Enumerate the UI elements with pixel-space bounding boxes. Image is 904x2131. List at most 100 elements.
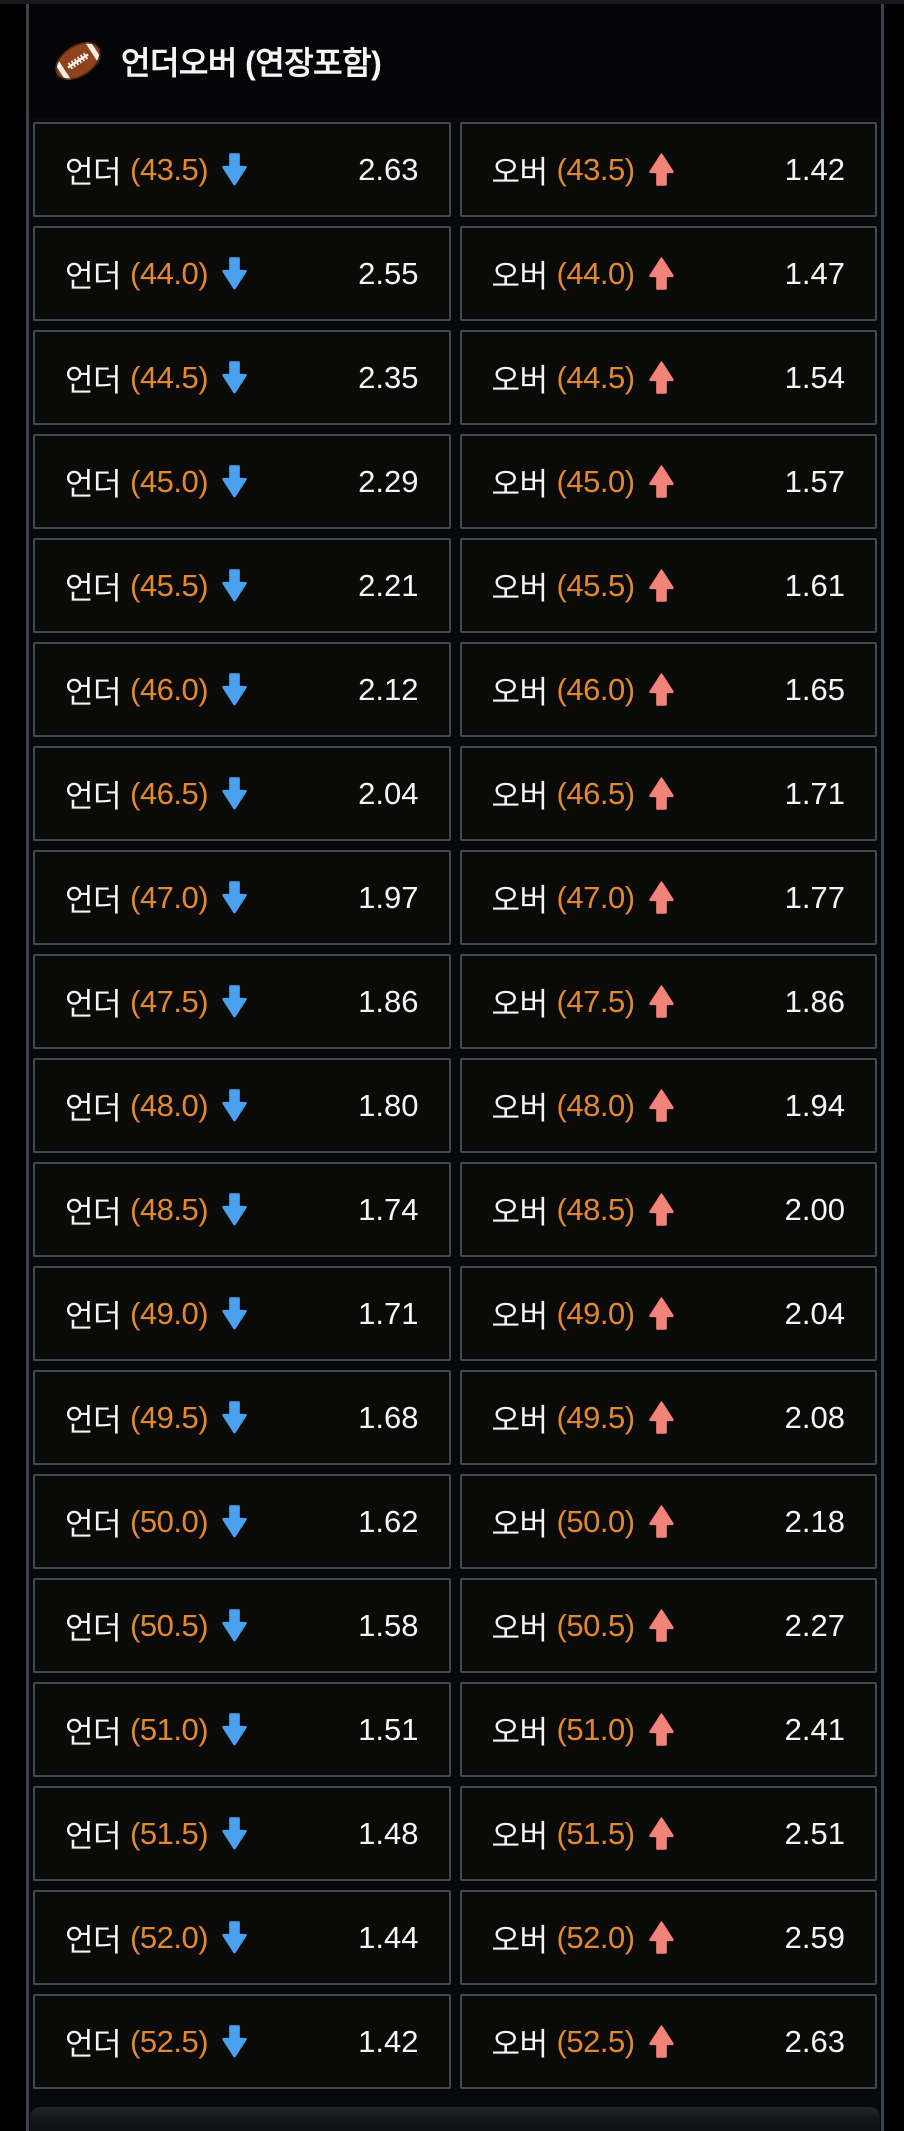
under-odds-button[interactable]: 언더 (51.0) 1.51 bbox=[33, 1682, 451, 1777]
under-label: 언더 bbox=[65, 1299, 122, 1334]
over-odds-button[interactable]: 오버 (51.5) 2.51 bbox=[459, 1786, 877, 1881]
over-odds-value: 2.27 bbox=[784, 1607, 845, 1643]
under-odds-button[interactable]: 언더 (43.5) 2.63 bbox=[33, 122, 451, 217]
arrow-up-icon bbox=[648, 465, 674, 498]
under-odds-button[interactable]: 언더 (49.5) 1.68 bbox=[33, 1370, 451, 1465]
arrow-down-icon bbox=[222, 1297, 247, 1330]
arrow-down-icon bbox=[222, 569, 247, 602]
under-odds-button[interactable]: 언더 (44.5) 2.35 bbox=[33, 330, 451, 425]
under-odds-value: 2.21 bbox=[358, 567, 419, 603]
arrow-up-icon bbox=[648, 257, 674, 290]
under-odds-value: 2.29 bbox=[358, 463, 419, 499]
under-point-value: (52.0) bbox=[130, 1919, 209, 1955]
under-odds-button[interactable]: 언더 (52.5) 1.42 bbox=[33, 1994, 451, 2089]
over-point-value: (52.0) bbox=[556, 1919, 635, 1955]
arrow-down-icon bbox=[222, 1609, 247, 1642]
over-label: 오버 bbox=[491, 883, 549, 918]
over-odds-button[interactable]: 오버 (46.0) 1.65 bbox=[459, 642, 877, 737]
under-odds-button[interactable]: 언더 (50.0) 1.62 bbox=[33, 1474, 451, 1569]
over-odds-value: 1.71 bbox=[784, 775, 845, 811]
under-point-value: (44.0) bbox=[130, 255, 209, 291]
over-label: 오버 bbox=[491, 1403, 549, 1438]
under-point-value: (52.5) bbox=[130, 2023, 209, 2059]
under-point-value: (48.5) bbox=[130, 1191, 209, 1227]
under-odds-value: 2.63 bbox=[358, 151, 419, 187]
arrow-down-icon bbox=[222, 1817, 247, 1850]
odds-row: 언더 (45.0) 2.29 오버 (45.0) 1.57 bbox=[33, 434, 877, 529]
over-odds-value: 2.08 bbox=[784, 1399, 845, 1435]
under-odds-value: 2.04 bbox=[358, 775, 419, 811]
under-odds-button[interactable]: 언더 (50.5) 1.58 bbox=[33, 1578, 451, 1673]
over-odds-button[interactable]: 오버 (52.0) 2.59 bbox=[459, 1890, 877, 1985]
odds-row: 언더 (47.0) 1.97 오버 (47.0) 1.77 bbox=[33, 850, 877, 945]
over-odds-button[interactable]: 오버 (45.5) 1.61 bbox=[459, 538, 877, 633]
under-over-panel: 언더오버 (연장포함) 언더 (43.5) 2.63 오버 (43.5) 1.4… bbox=[26, 4, 884, 2131]
under-label: 언더 bbox=[65, 2027, 122, 2062]
over-odds-button[interactable]: 오버 (46.5) 1.71 bbox=[459, 746, 877, 841]
arrow-down-icon bbox=[222, 257, 247, 290]
under-odds-button[interactable]: 언더 (44.0) 2.55 bbox=[33, 226, 451, 321]
under-odds-value: 1.71 bbox=[358, 1295, 419, 1331]
under-odds-value: 1.80 bbox=[358, 1087, 419, 1123]
under-point-value: (47.5) bbox=[130, 983, 209, 1019]
under-point-value: (44.5) bbox=[130, 359, 209, 395]
under-odds-button[interactable]: 언더 (46.5) 2.04 bbox=[33, 746, 451, 841]
under-odds-button[interactable]: 언더 (45.5) 2.21 bbox=[33, 538, 451, 633]
over-odds-button[interactable]: 오버 (44.5) 1.54 bbox=[459, 330, 877, 425]
over-point-value: (46.0) bbox=[556, 671, 635, 707]
under-label: 언더 bbox=[65, 1715, 122, 1750]
under-odds-button[interactable]: 언더 (51.5) 1.48 bbox=[33, 1786, 451, 1881]
over-odds-button[interactable]: 오버 (45.0) 1.57 bbox=[459, 434, 877, 529]
over-odds-button[interactable]: 오버 (47.0) 1.77 bbox=[459, 850, 877, 945]
over-odds-button[interactable]: 오버 (44.0) 1.47 bbox=[459, 226, 877, 321]
arrow-up-icon bbox=[648, 1817, 674, 1850]
over-odds-button[interactable]: 오버 (43.5) 1.42 bbox=[459, 122, 877, 217]
under-point-value: (49.5) bbox=[130, 1399, 209, 1435]
under-label: 언더 bbox=[65, 987, 122, 1022]
over-odds-button[interactable]: 오버 (48.5) 2.00 bbox=[459, 1162, 877, 1257]
odds-row: 언더 (44.5) 2.35 오버 (44.5) 1.54 bbox=[33, 330, 877, 425]
over-odds-button[interactable]: 오버 (49.0) 2.04 bbox=[459, 1266, 877, 1361]
over-odds-value: 1.86 bbox=[784, 983, 845, 1019]
over-point-value: (48.5) bbox=[556, 1191, 635, 1227]
over-point-value: (49.0) bbox=[556, 1295, 635, 1331]
over-label: 오버 bbox=[491, 467, 549, 502]
under-odds-button[interactable]: 언더 (46.0) 2.12 bbox=[33, 642, 451, 737]
arrow-up-icon bbox=[648, 361, 674, 394]
under-odds-button[interactable]: 언더 (48.5) 1.74 bbox=[33, 1162, 451, 1257]
next-section-header-partial[interactable] bbox=[30, 2107, 880, 2131]
under-odds-value: 1.44 bbox=[358, 1919, 419, 1955]
over-label: 오버 bbox=[491, 1299, 549, 1334]
under-odds-button[interactable]: 언더 (49.0) 1.71 bbox=[33, 1266, 451, 1361]
under-odds-button[interactable]: 언더 (47.0) 1.97 bbox=[33, 850, 451, 945]
over-point-value: (47.0) bbox=[556, 879, 635, 915]
over-label: 오버 bbox=[491, 675, 549, 710]
over-odds-button[interactable]: 오버 (52.5) 2.63 bbox=[459, 1994, 877, 2089]
arrow-up-icon bbox=[648, 1297, 674, 1330]
over-odds-button[interactable]: 오버 (49.5) 2.08 bbox=[459, 1370, 877, 1465]
over-odds-button[interactable]: 오버 (47.5) 1.86 bbox=[459, 954, 877, 1049]
under-point-value: (46.5) bbox=[130, 775, 209, 811]
arrow-up-icon bbox=[648, 569, 674, 602]
over-odds-button[interactable]: 오버 (50.0) 2.18 bbox=[459, 1474, 877, 1569]
arrow-down-icon bbox=[222, 361, 247, 394]
over-odds-button[interactable]: 오버 (48.0) 1.94 bbox=[459, 1058, 877, 1153]
arrow-up-icon bbox=[648, 673, 674, 706]
under-odds-button[interactable]: 언더 (48.0) 1.80 bbox=[33, 1058, 451, 1153]
market-header: 언더오버 (연장포함) bbox=[29, 4, 881, 118]
arrow-up-icon bbox=[648, 777, 674, 810]
under-odds-button[interactable]: 언더 (47.5) 1.86 bbox=[33, 954, 451, 1049]
under-odds-value: 1.97 bbox=[358, 879, 419, 915]
under-label: 언더 bbox=[65, 259, 122, 294]
top-edge-strip bbox=[0, 0, 904, 4]
over-odds-button[interactable]: 오버 (51.0) 2.41 bbox=[459, 1682, 877, 1777]
over-point-value: (50.0) bbox=[556, 1503, 635, 1539]
under-odds-value: 2.35 bbox=[358, 359, 419, 395]
under-odds-button[interactable]: 언더 (45.0) 2.29 bbox=[33, 434, 451, 529]
over-point-value: (46.5) bbox=[556, 775, 635, 811]
under-odds-button[interactable]: 언더 (52.0) 1.44 bbox=[33, 1890, 451, 1985]
over-odds-button[interactable]: 오버 (50.5) 2.27 bbox=[459, 1578, 877, 1673]
arrow-up-icon bbox=[648, 153, 674, 186]
under-odds-value: 1.42 bbox=[358, 2023, 419, 2059]
under-label: 언더 bbox=[65, 1195, 122, 1230]
